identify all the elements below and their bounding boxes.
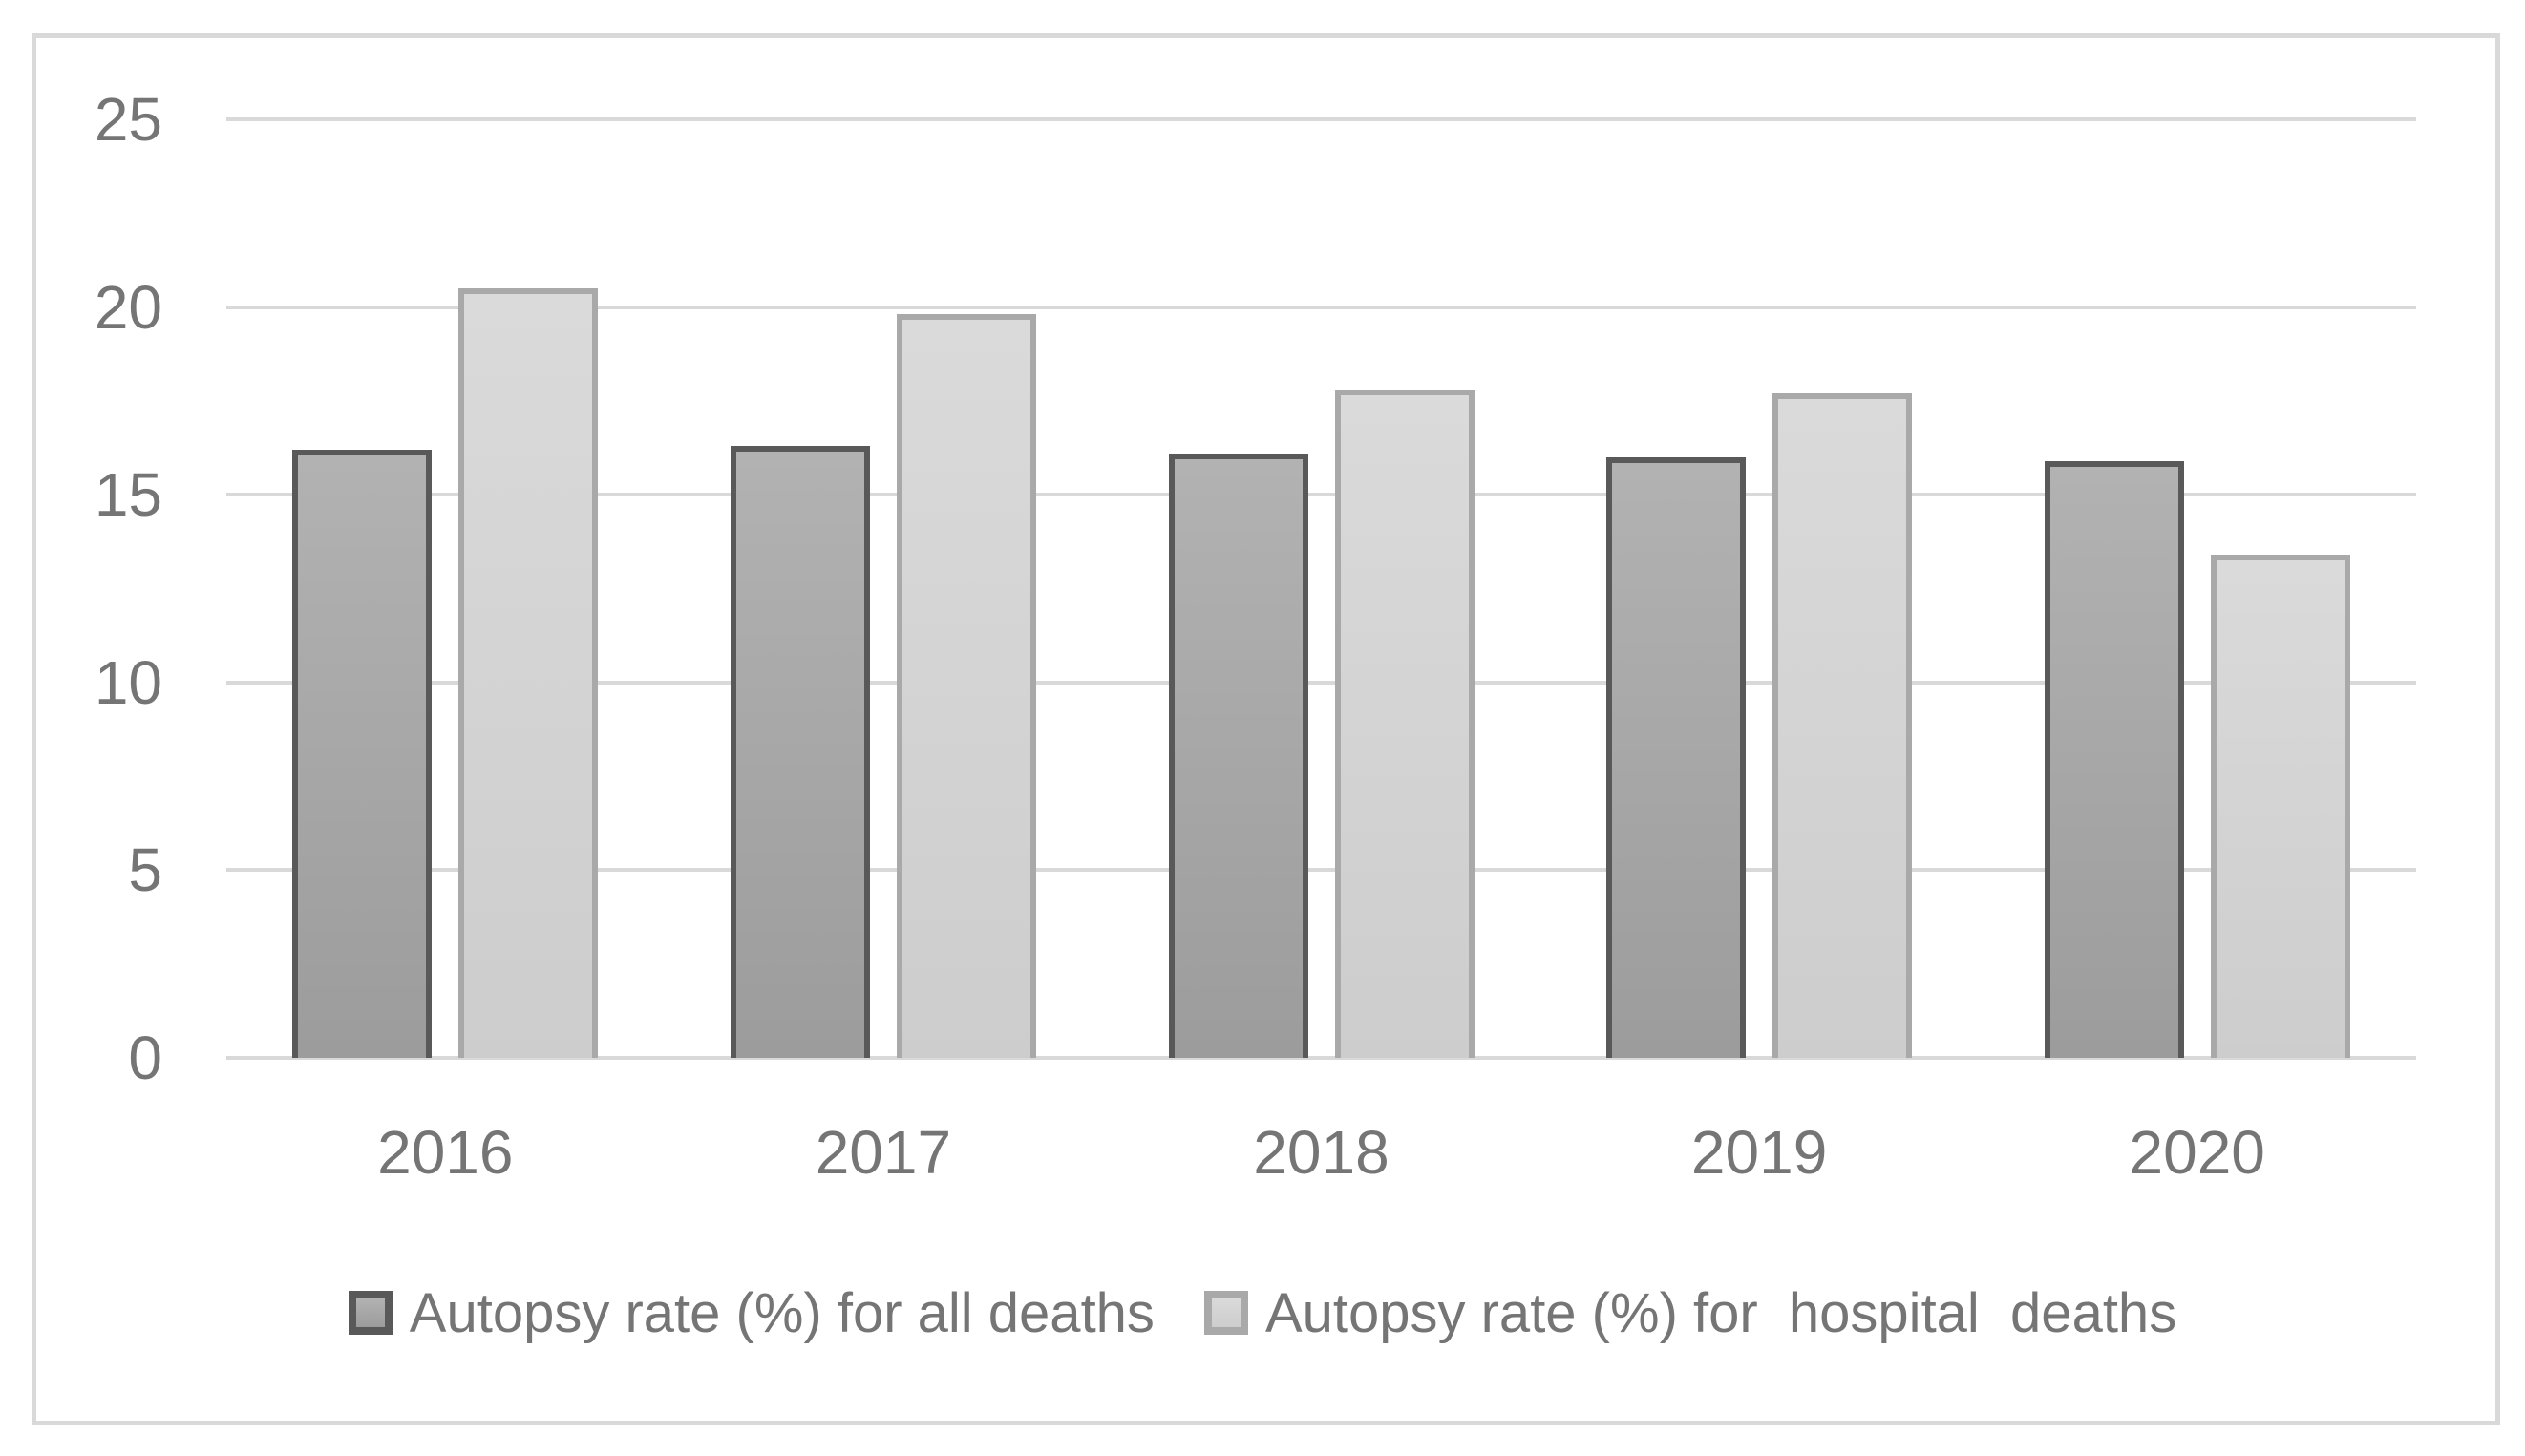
x-category-label-2017: 2017 [815, 1118, 952, 1187]
gridline-20 [226, 305, 2416, 309]
x-category-label-2016: 2016 [377, 1118, 514, 1187]
legend-label-hospital-deaths: Autopsy rate (%) for hospital deaths [1264, 1281, 2177, 1344]
bar-hospital-deaths-2020 [2210, 555, 2350, 1058]
bar-hospital-deaths-2017 [896, 314, 1036, 1058]
y-tick-label-25: 25 [94, 85, 162, 154]
bar-hospital-deaths-2016 [458, 287, 599, 1058]
legend-item-all-deaths: Autopsy rate (%) for all deaths [348, 1281, 1155, 1345]
gridline-0 [226, 1056, 2416, 1060]
bar-all-deaths-2019 [1606, 456, 1747, 1058]
y-tick-label-0: 0 [128, 1023, 162, 1092]
legend-label-all-deaths: Autopsy rate (%) for all deaths [409, 1281, 1155, 1344]
bar-all-deaths-2018 [1168, 453, 1308, 1058]
y-tick-label-5: 5 [128, 835, 162, 905]
legend-swatch-all-deaths [348, 1291, 393, 1335]
legend-swatch-hospital-deaths [1203, 1291, 1248, 1335]
bar-all-deaths-2020 [2044, 460, 2184, 1058]
gridline-25 [226, 117, 2416, 121]
chart-frame [32, 33, 2500, 1425]
bar-all-deaths-2016 [292, 450, 433, 1058]
gridline-5 [226, 868, 2416, 873]
y-tick-label-10: 10 [94, 647, 162, 717]
bar-hospital-deaths-2018 [1334, 390, 1475, 1058]
legend: Autopsy rate (%) for all deaths Autopsy r… [0, 1270, 2525, 1356]
x-category-label-2018: 2018 [1253, 1118, 1390, 1187]
x-category-label-2020: 2020 [2129, 1118, 2265, 1187]
gridline-15 [226, 493, 2416, 497]
plot-area [226, 117, 2416, 1060]
legend-item-hospital-deaths: Autopsy rate (%) for hospital deaths [1203, 1281, 2177, 1345]
bar-hospital-deaths-2019 [1772, 393, 1913, 1058]
y-tick-label-15: 15 [94, 460, 162, 530]
gridline-10 [226, 680, 2416, 685]
y-tick-label-20: 20 [94, 272, 162, 342]
x-category-label-2019: 2019 [1690, 1118, 1828, 1187]
bar-all-deaths-2017 [730, 446, 870, 1058]
